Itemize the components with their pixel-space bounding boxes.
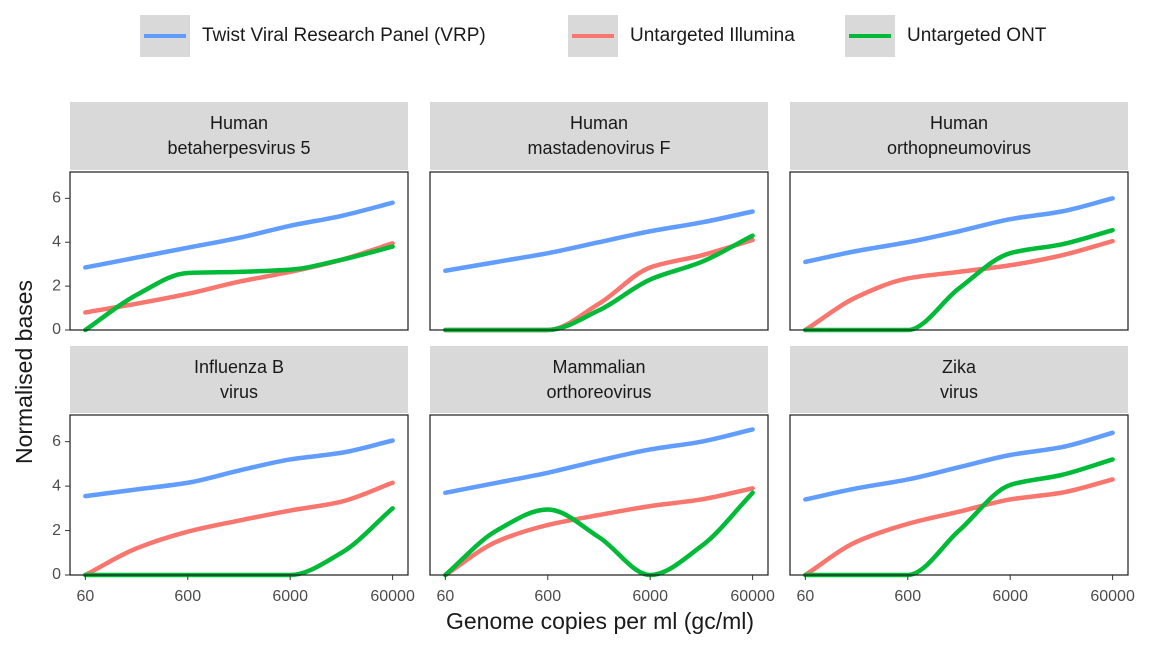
x-tick-label: 6000 [992,588,1028,605]
y-tick-label: 0 [52,566,61,583]
y-tick-label: 2 [52,277,61,294]
x-tick-label: 6000 [272,588,308,605]
legend-label: Untargeted ONT [907,25,1047,46]
facet-title: Human [570,113,628,133]
series-line [83,480,395,578]
legend-label: Untargeted Illumina [630,25,795,46]
series-line [83,438,395,499]
series-line [443,209,755,273]
series-line [803,196,1115,265]
x-tick-label: 6000 [632,588,668,605]
y-tick-label: 4 [52,233,61,250]
x-tick-label: 60 [76,588,94,605]
series-line [803,430,1115,502]
facet-title: virus [220,382,258,402]
panel-border [429,414,769,576]
x-tick-label: 600 [174,588,201,605]
panel-border [69,171,409,331]
series-line [443,490,755,578]
facet-title: Human [930,113,988,133]
panel-border [429,171,769,331]
y-tick-label: 6 [52,433,61,450]
x-axis-title: Genome copies per ml (gc/ml) [446,608,754,634]
series-line [443,486,755,578]
series-line [83,244,395,333]
x-tick-label: 60 [436,588,454,605]
facet-strip [430,102,768,170]
facet-title: Zika [942,357,977,377]
panel-border [69,414,409,576]
facet-title: Mammalian [552,357,645,377]
panel-border [789,171,1129,331]
facet-strip [70,102,408,170]
facet-strip [790,346,1128,413]
panel-border [789,414,1129,576]
facet-title: virus [940,382,978,402]
series-line [443,427,755,496]
series-line [803,477,1115,578]
y-tick-label: 0 [52,321,61,338]
series-line [803,238,1115,333]
facet-strip [430,346,768,413]
facet-title: betaherpesvirus 5 [167,138,310,158]
x-tick-label: 60000 [1090,588,1135,605]
x-tick-label: 60000 [370,588,415,605]
legend-label: Twist Viral Research Panel (VRP) [202,25,486,46]
series-line [83,200,395,270]
facet-title: Influenza B [194,357,284,377]
facet-title: orthopneumovirus [887,138,1031,158]
y-axis-title: Normalised bases [11,280,37,464]
x-tick-label: 60000 [730,588,775,605]
facet-strip [790,102,1128,170]
y-tick-label: 4 [52,477,61,494]
facet-title: orthoreovirus [546,382,651,402]
x-tick-label: 600 [894,588,921,605]
y-tick-label: 6 [52,190,61,207]
x-tick-label: 600 [534,588,561,605]
facet-title: mastadenovirus F [527,138,670,158]
facet-title: Human [210,113,268,133]
x-tick-label: 60 [796,588,814,605]
facet-strip [70,346,408,413]
y-tick-label: 2 [52,522,61,539]
